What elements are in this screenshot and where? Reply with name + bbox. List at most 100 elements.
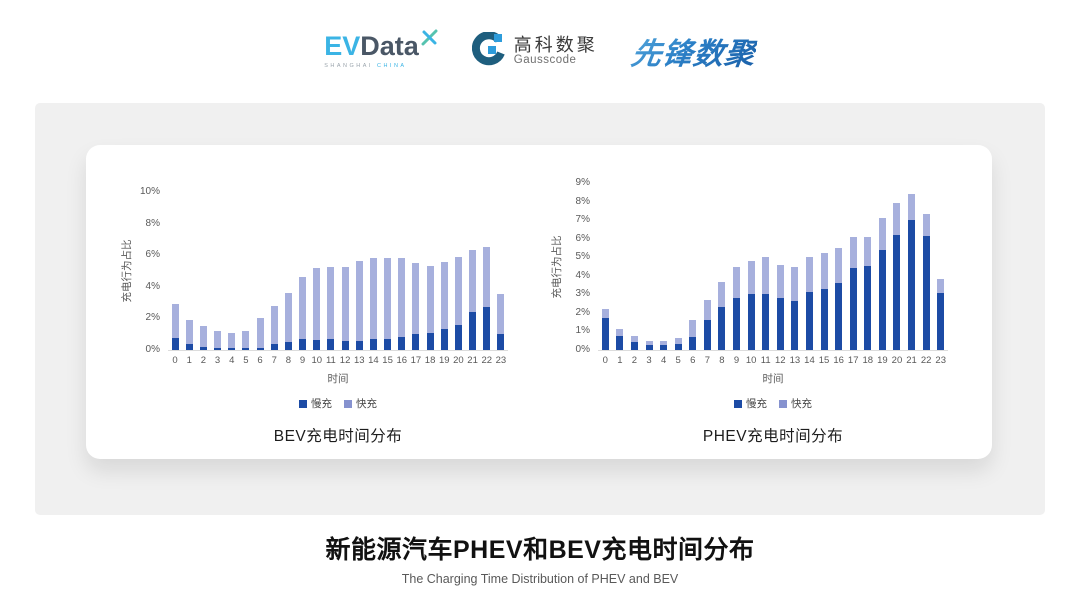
bar-slow-segment — [864, 265, 872, 350]
x-tick-label: 8 — [719, 355, 725, 366]
bar-slow-segment — [674, 344, 682, 350]
bar-fast-segment — [199, 326, 207, 347]
x-tick-label: 19 — [877, 355, 888, 366]
x-tick-label: 6 — [257, 355, 263, 366]
bar-slow-segment — [426, 332, 434, 350]
bar-fast-segment — [864, 236, 872, 266]
bar-fast-segment — [313, 267, 321, 340]
x-tick-label: 12 — [774, 355, 786, 366]
x-tick-label: 9 — [299, 355, 306, 366]
xianfeng-logo: 先锋数聚 — [629, 29, 759, 73]
gausscode-g-icon — [471, 30, 506, 71]
bar-slow-segment — [601, 317, 609, 350]
y-tick-label: 2% — [575, 306, 590, 318]
gausscode-cn-label: 高科数聚 — [513, 34, 598, 55]
x-tick-label: 11 — [760, 355, 771, 366]
bar-fast-segment — [791, 267, 799, 301]
gausscode-logo: 高科数聚 Gausscode — [471, 30, 598, 71]
y-tick-label: 8% — [145, 217, 160, 229]
x-tick-label: 10 — [311, 355, 323, 366]
bar-slow-segment — [242, 348, 250, 350]
legend-swatch — [299, 399, 307, 408]
bar-fast-segment — [878, 218, 886, 250]
bar-slow-segment — [937, 293, 945, 350]
x-tick-label: 1 — [186, 355, 192, 366]
y-tick-label: 6% — [575, 232, 590, 244]
bar-fast-segment — [355, 260, 363, 341]
bar-slow-segment — [791, 300, 799, 350]
bar-slow-segment — [747, 294, 755, 350]
bar-slow-segment — [893, 234, 901, 350]
legend-item-fast: 快充 — [779, 396, 812, 411]
bar-slow-segment — [805, 292, 813, 350]
bar-fast-segment — [630, 336, 638, 342]
bar-fast-segment — [384, 258, 392, 339]
x-tick-label: 2 — [200, 355, 207, 366]
bar-fast-segment — [369, 258, 377, 339]
bar-slow-segment — [689, 337, 697, 350]
bar-slow-segment — [171, 338, 179, 350]
bar-fast-segment — [805, 257, 813, 293]
bar-slow-segment — [284, 342, 292, 350]
x-tick-label: 17 — [847, 355, 859, 366]
bar-fast-segment — [284, 293, 292, 343]
x-tick-label: 4 — [660, 355, 667, 366]
bar-slow-segment — [313, 339, 321, 350]
bar-slow-segment — [440, 329, 448, 350]
bar-fast-segment — [776, 264, 784, 299]
y-tick-label: 8% — [575, 195, 590, 207]
bar-fast-segment — [718, 282, 726, 308]
x-tick-label: 19 — [438, 355, 450, 366]
legend-item-slow: 慢充 — [734, 396, 767, 411]
evdata-logo-subtext: SHANGHAI CHINA — [324, 63, 407, 69]
x-tick-label: 22 — [481, 355, 493, 366]
x-tick-label: 12 — [339, 355, 351, 366]
bar-slow-segment — [199, 346, 207, 350]
bar-fast-segment — [835, 247, 843, 284]
y-tick-label: 6% — [145, 249, 160, 261]
bar-slow-segment — [878, 249, 886, 350]
bar-fast-segment — [327, 267, 335, 339]
x-axis-line — [168, 350, 508, 351]
bar-fast-segment — [228, 332, 236, 349]
bar-fast-segment — [171, 304, 179, 339]
x-tick-label: 20 — [453, 355, 464, 366]
bar-slow-segment — [922, 235, 930, 350]
x-tick-label: 9 — [733, 355, 740, 366]
bar-slow-segment — [762, 294, 770, 350]
bar-fast-segment — [341, 267, 349, 341]
bar-fast-segment — [908, 194, 916, 221]
y-tick-label: 4% — [575, 269, 590, 281]
bar-fast-segment — [820, 252, 828, 289]
bar-fast-segment — [256, 318, 264, 348]
evdata-logo-data: Data — [360, 31, 419, 61]
x-tick-label: 23 — [935, 355, 946, 366]
x-tick-label: 20 — [891, 355, 903, 366]
x-tick-label: 22 — [920, 355, 932, 366]
bar-slow-segment — [483, 306, 491, 350]
bar-slow-segment — [454, 324, 462, 350]
bar-fast-segment — [242, 331, 250, 349]
bar-slow-segment — [299, 338, 307, 350]
bar-slow-segment — [776, 298, 784, 350]
bar-slow-segment — [908, 220, 916, 350]
legend-swatch — [734, 399, 742, 408]
x-tick-label: 23 — [495, 355, 507, 366]
bar-fast-segment — [440, 261, 448, 330]
bar-fast-segment — [689, 320, 697, 337]
bar-fast-segment — [937, 279, 945, 294]
x-tick-label: 18 — [862, 355, 874, 366]
y-tick-label: 9% — [575, 177, 590, 188]
footer: 新能源汽车PHEV和BEV充电时间分布 The Charging Time Di… — [0, 530, 1080, 586]
y-tick-label: 1% — [575, 325, 590, 337]
bar-slow-segment — [214, 348, 222, 350]
bar-slow-segment — [703, 320, 711, 350]
bar-slow-segment — [835, 283, 843, 350]
bar-fast-segment — [483, 246, 491, 307]
bar-fast-segment — [398, 257, 406, 337]
x-tick-label: 0 — [602, 355, 608, 366]
bar-fast-segment — [645, 340, 653, 346]
y-axis-label: 充电行为占比 — [121, 239, 133, 303]
x-tick-label: 8 — [285, 355, 292, 366]
bar-fast-segment — [893, 203, 901, 235]
